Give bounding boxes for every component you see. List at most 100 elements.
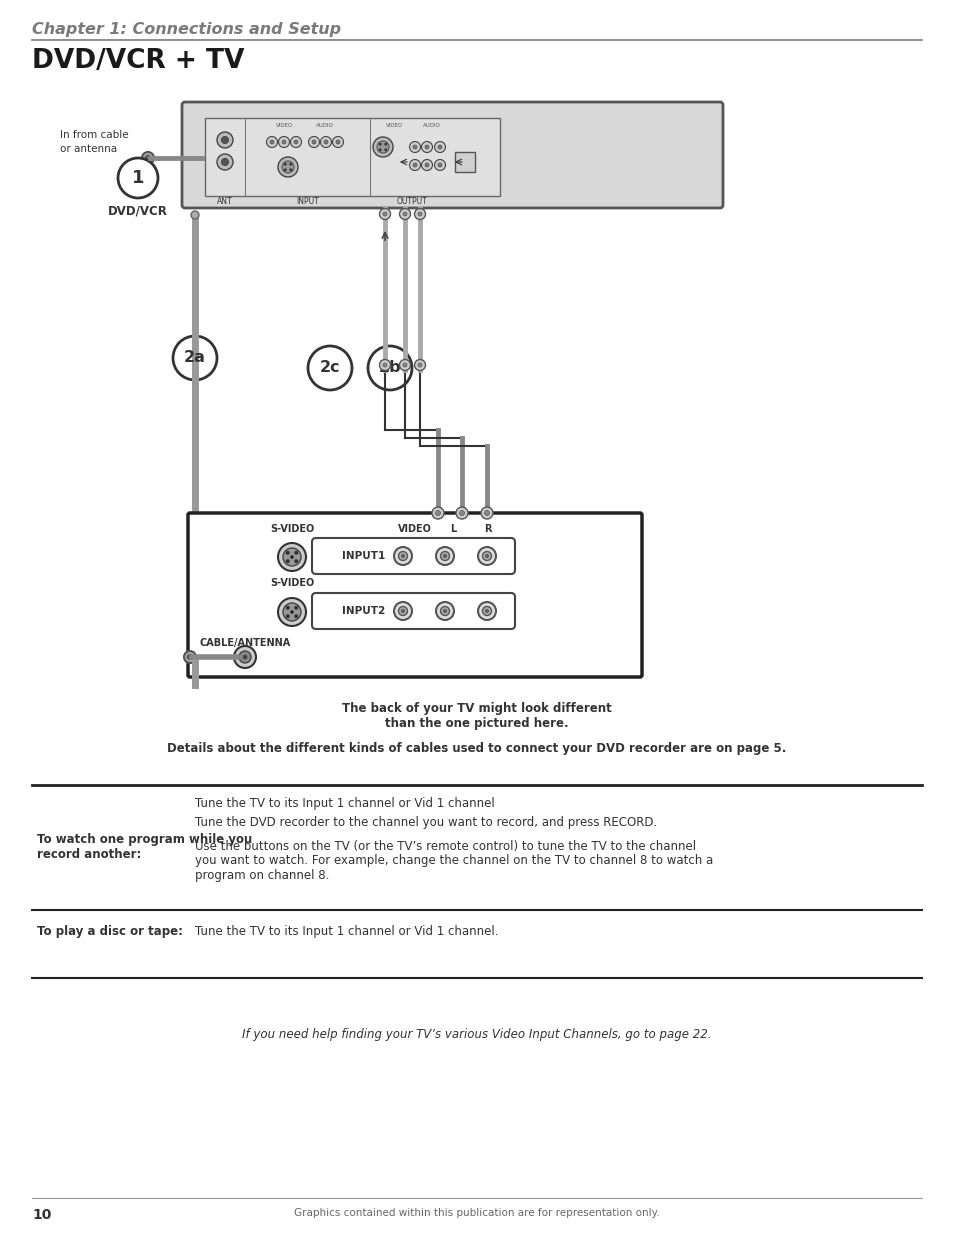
Circle shape xyxy=(485,555,488,557)
Circle shape xyxy=(421,159,432,170)
Circle shape xyxy=(291,610,294,614)
Circle shape xyxy=(294,551,297,555)
Circle shape xyxy=(459,510,464,515)
Circle shape xyxy=(286,551,290,555)
Circle shape xyxy=(118,158,158,198)
Circle shape xyxy=(443,610,446,613)
Circle shape xyxy=(308,346,352,390)
Circle shape xyxy=(376,141,389,153)
Circle shape xyxy=(437,163,441,167)
Circle shape xyxy=(146,156,151,161)
Text: VIDEO: VIDEO xyxy=(397,524,432,534)
Circle shape xyxy=(283,603,301,621)
Circle shape xyxy=(191,211,199,219)
Circle shape xyxy=(414,359,425,370)
FancyBboxPatch shape xyxy=(312,593,515,629)
Circle shape xyxy=(434,142,445,152)
Circle shape xyxy=(379,209,390,220)
Circle shape xyxy=(402,212,407,216)
Circle shape xyxy=(437,144,441,149)
Text: S-VIDEO: S-VIDEO xyxy=(270,578,314,588)
Circle shape xyxy=(216,132,233,148)
Text: record another:: record another: xyxy=(37,848,141,861)
Text: In from cable
or antenna: In from cable or antenna xyxy=(60,130,129,154)
Circle shape xyxy=(270,140,274,144)
Circle shape xyxy=(188,655,193,659)
FancyBboxPatch shape xyxy=(188,513,641,677)
Text: program on channel 8.: program on channel 8. xyxy=(194,869,329,882)
Text: Chapter 1: Connections and Setup: Chapter 1: Connections and Setup xyxy=(32,22,341,37)
Circle shape xyxy=(373,137,393,157)
Bar xyxy=(455,152,475,172)
Text: 2b: 2b xyxy=(378,361,401,375)
Circle shape xyxy=(291,556,294,558)
Circle shape xyxy=(184,651,195,663)
Circle shape xyxy=(401,555,404,557)
Circle shape xyxy=(484,510,489,515)
Circle shape xyxy=(312,140,315,144)
Text: S-VIDEO: S-VIDEO xyxy=(270,524,314,534)
Circle shape xyxy=(286,606,290,610)
Text: VIDEO: VIDEO xyxy=(276,124,294,128)
Text: Use the buttons on the TV (or the TV’s remote control) to tune the TV to the cha: Use the buttons on the TV (or the TV’s r… xyxy=(194,840,696,853)
Circle shape xyxy=(324,140,328,144)
Circle shape xyxy=(414,209,425,220)
Circle shape xyxy=(277,598,306,626)
Circle shape xyxy=(413,144,416,149)
Text: OUTPUT: OUTPUT xyxy=(396,198,427,206)
Circle shape xyxy=(417,363,421,367)
Circle shape xyxy=(333,137,343,147)
Circle shape xyxy=(485,610,488,613)
Text: INPUT2: INPUT2 xyxy=(341,606,385,616)
Text: you want to watch. For example, change the channel on the TV to channel 8 to wat: you want to watch. For example, change t… xyxy=(194,853,713,867)
Circle shape xyxy=(440,552,449,561)
FancyBboxPatch shape xyxy=(312,538,515,574)
Text: than the one pictured here.: than the one pictured here. xyxy=(385,718,568,730)
Circle shape xyxy=(221,137,229,143)
Circle shape xyxy=(399,359,410,370)
Circle shape xyxy=(394,547,412,564)
Text: DVD/VCR + TV: DVD/VCR + TV xyxy=(32,48,244,74)
Circle shape xyxy=(379,359,390,370)
Circle shape xyxy=(294,140,297,144)
Circle shape xyxy=(409,159,420,170)
Circle shape xyxy=(278,137,289,147)
Circle shape xyxy=(239,651,251,663)
Circle shape xyxy=(294,559,297,563)
Text: 1: 1 xyxy=(132,169,144,186)
Text: INPUT: INPUT xyxy=(296,198,319,206)
Text: Tune the TV to its Input 1 channel or Vid 1 channel: Tune the TV to its Input 1 channel or Vi… xyxy=(194,797,495,810)
Text: To watch one program while you: To watch one program while you xyxy=(37,832,252,846)
Circle shape xyxy=(172,336,216,380)
Circle shape xyxy=(378,143,381,146)
Circle shape xyxy=(417,212,421,216)
Circle shape xyxy=(216,154,233,170)
Circle shape xyxy=(477,601,496,620)
Circle shape xyxy=(320,137,331,147)
Circle shape xyxy=(368,346,412,390)
Text: Details about the different kinds of cables used to connect your DVD recorder ar: Details about the different kinds of cab… xyxy=(167,742,786,755)
Circle shape xyxy=(282,140,286,144)
Text: DVD/VCR: DVD/VCR xyxy=(108,204,168,217)
Circle shape xyxy=(294,615,297,618)
Text: 2c: 2c xyxy=(319,361,340,375)
Circle shape xyxy=(308,137,319,147)
Circle shape xyxy=(421,142,432,152)
Circle shape xyxy=(378,148,381,151)
Circle shape xyxy=(290,163,292,165)
Text: The back of your TV might look different: The back of your TV might look different xyxy=(342,701,611,715)
Circle shape xyxy=(335,140,339,144)
Circle shape xyxy=(434,159,445,170)
Circle shape xyxy=(480,508,493,519)
Text: 2a: 2a xyxy=(184,351,206,366)
Circle shape xyxy=(277,157,297,177)
Circle shape xyxy=(401,610,404,613)
Bar xyxy=(205,119,499,196)
Circle shape xyxy=(435,510,440,515)
Circle shape xyxy=(142,152,153,164)
Circle shape xyxy=(482,552,491,561)
Circle shape xyxy=(436,601,454,620)
Text: Graphics contained within this publication are for representation only.: Graphics contained within this publicati… xyxy=(294,1208,659,1218)
Text: INPUT1: INPUT1 xyxy=(341,551,385,561)
Circle shape xyxy=(294,606,297,610)
